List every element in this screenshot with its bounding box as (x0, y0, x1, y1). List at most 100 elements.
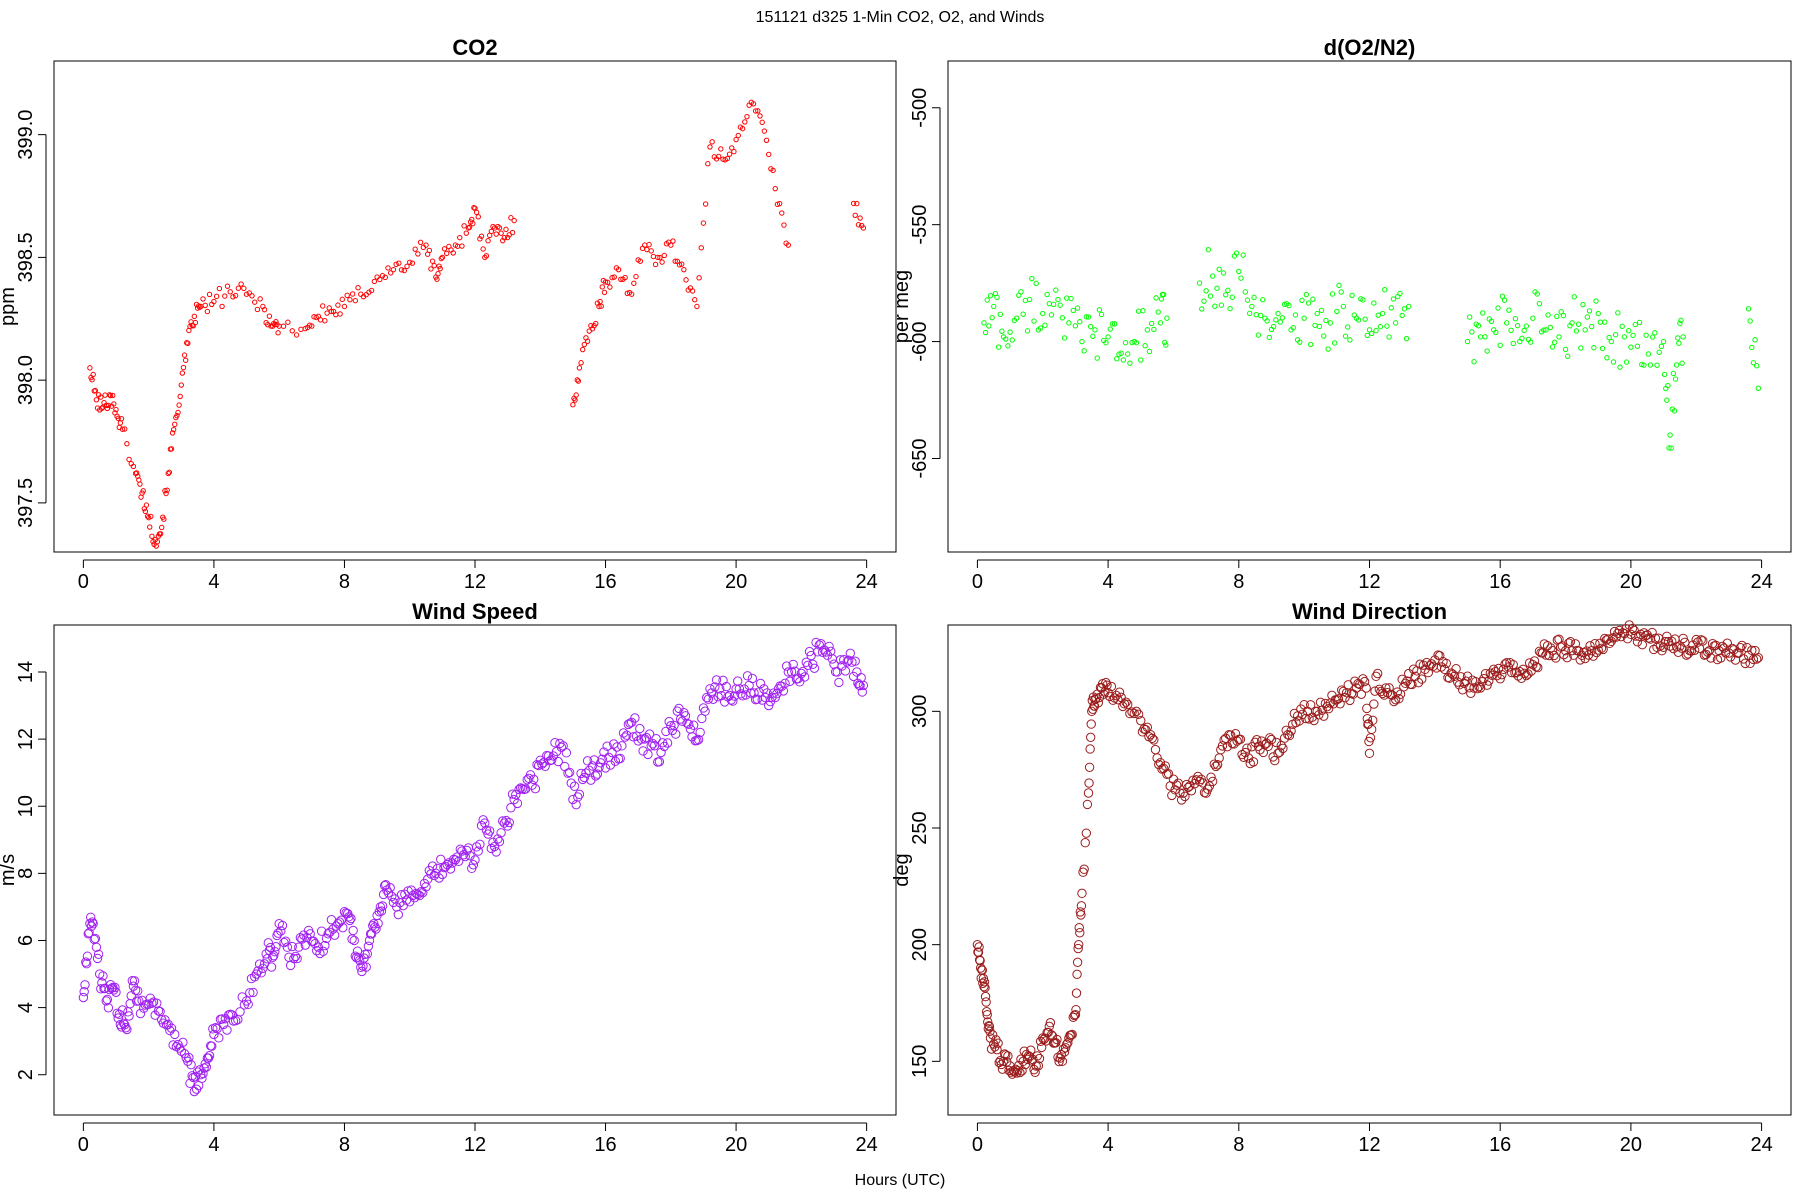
data-point (1026, 296, 1033, 303)
data-point (550, 738, 560, 748)
data-point (778, 686, 789, 696)
y-tick-label: -500 (909, 88, 931, 128)
data-point (1345, 324, 1351, 330)
data-point (1120, 357, 1127, 363)
data-point (1273, 748, 1283, 759)
data-point (1214, 285, 1220, 291)
data-point (670, 238, 676, 244)
data-point (1747, 318, 1753, 324)
data-point (1614, 625, 1625, 636)
data-point (648, 248, 654, 254)
data-point (297, 934, 307, 944)
data-point (770, 167, 776, 174)
data-point (1676, 340, 1682, 346)
data-point (110, 392, 116, 399)
data-point (527, 780, 537, 790)
data-point (1658, 642, 1669, 652)
data-point (1675, 335, 1681, 341)
data-point (1372, 668, 1383, 679)
data-point (354, 955, 365, 966)
data-point (1056, 1050, 1066, 1060)
data-point (1569, 320, 1575, 326)
data-point (1292, 312, 1299, 318)
data-point (1233, 250, 1240, 256)
data-point (1362, 316, 1368, 322)
data-point (1033, 1061, 1044, 1071)
x-tick-label: 12 (464, 1134, 486, 1156)
data-point (197, 1073, 207, 1084)
data-point (344, 912, 354, 922)
data-point (122, 426, 128, 432)
data-point (597, 298, 603, 305)
data-point (1523, 669, 1533, 679)
data-point (423, 242, 429, 248)
data-point (210, 1023, 221, 1033)
data-point (1523, 323, 1530, 329)
data-point (1185, 781, 1195, 791)
data-point (728, 696, 738, 706)
data-point (185, 340, 191, 347)
data-point (1643, 332, 1649, 338)
data-point (310, 939, 320, 949)
data-point (1071, 1004, 1081, 1015)
data-point (1111, 321, 1118, 327)
data-point (113, 1013, 123, 1023)
data-point (622, 274, 628, 281)
data-point (692, 297, 698, 303)
y-tick-label: 397.5 (15, 478, 37, 528)
data-point (385, 265, 391, 271)
data-point (243, 291, 250, 297)
data-point (1072, 323, 1079, 329)
data-point (1242, 743, 1252, 753)
data-point (1506, 307, 1512, 313)
data-point (731, 148, 737, 155)
data-point (996, 1059, 1007, 1070)
data-point (149, 533, 155, 539)
data-point (1488, 318, 1495, 325)
data-point (172, 421, 178, 428)
data-point (993, 1038, 1003, 1048)
data-point (341, 303, 348, 310)
data-point (383, 888, 394, 898)
data-point (834, 677, 844, 688)
data-point (1080, 838, 1090, 848)
data-point (385, 882, 395, 893)
data-point (124, 1011, 134, 1021)
data-point (854, 200, 860, 207)
data-point (270, 946, 280, 957)
data-point (1722, 638, 1732, 648)
data-point (466, 224, 473, 230)
data-point (594, 762, 604, 773)
data-point (1389, 696, 1399, 707)
plot-frame (947, 624, 1792, 1116)
data-point (88, 918, 98, 929)
data-point (289, 953, 299, 964)
data-point (736, 689, 746, 699)
data-point (1032, 1051, 1043, 1061)
data-point (1667, 432, 1673, 438)
data-point (406, 885, 417, 895)
data-point (1495, 305, 1501, 311)
data-point (1121, 697, 1131, 707)
data-point (480, 246, 486, 252)
data-point (1749, 344, 1755, 351)
data-point (638, 746, 648, 756)
data-point (482, 254, 488, 261)
data-point (1508, 327, 1514, 334)
data-point (1150, 744, 1161, 755)
data-point (1356, 689, 1367, 699)
data-point (295, 932, 306, 943)
data-point (1379, 310, 1386, 317)
data-point (715, 153, 722, 160)
data-point (981, 320, 987, 326)
data-point (115, 415, 121, 422)
data-point (485, 238, 491, 244)
x-tick-label: 0 (78, 1134, 89, 1156)
data-point (484, 826, 495, 836)
data-point (972, 939, 983, 950)
data-point (659, 259, 665, 265)
y-tick-label: 300 (909, 695, 931, 728)
data-point (1359, 676, 1370, 687)
data-point (124, 440, 130, 447)
data-point (1644, 633, 1654, 643)
